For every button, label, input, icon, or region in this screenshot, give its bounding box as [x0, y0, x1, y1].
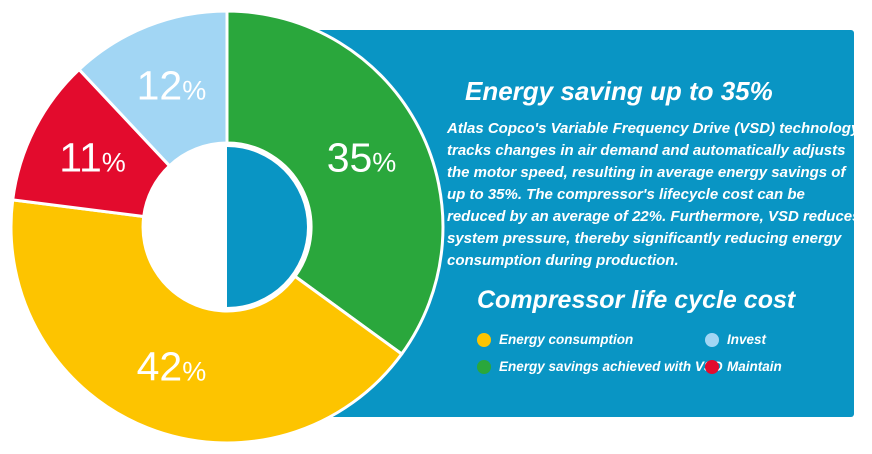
legend-item: Invest — [705, 332, 782, 347]
donut-segment-maintain — [11, 68, 171, 218]
panel-title: Energy saving up to 35% — [465, 76, 773, 106]
segment-value-label: 11% — [59, 134, 126, 180]
panel-body-text: Atlas Copco's Variable Frequency Drive (… — [447, 120, 861, 269]
segment-value-label: 42% — [137, 343, 207, 389]
legend-label: Energy savings achieved with VSD — [499, 359, 723, 374]
segment-value-label: 12% — [137, 63, 207, 109]
chart-legend: Energy consumption Invest Energy savings a… — [477, 332, 782, 374]
legend-label: Maintain — [727, 359, 782, 374]
legend-item: Energy consumption — [477, 332, 705, 347]
legend-item: Maintain — [705, 359, 782, 374]
legend-dot-icon — [705, 332, 719, 347]
legend-dot-icon — [477, 359, 491, 374]
legend-label: Invest — [727, 332, 767, 347]
legend-item: Energy savings achieved with VSD — [477, 359, 723, 374]
info-panel: Energy saving up to 35% Atlas Copco's Va… — [227, 30, 860, 417]
donut-segment-invest — [77, 9, 229, 168]
legend-dot-icon — [477, 332, 491, 347]
legend-label: Energy consumption — [499, 332, 634, 347]
chart-section-title: Compressor life cycle cost — [477, 286, 796, 314]
legend-dot-icon — [705, 359, 719, 374]
